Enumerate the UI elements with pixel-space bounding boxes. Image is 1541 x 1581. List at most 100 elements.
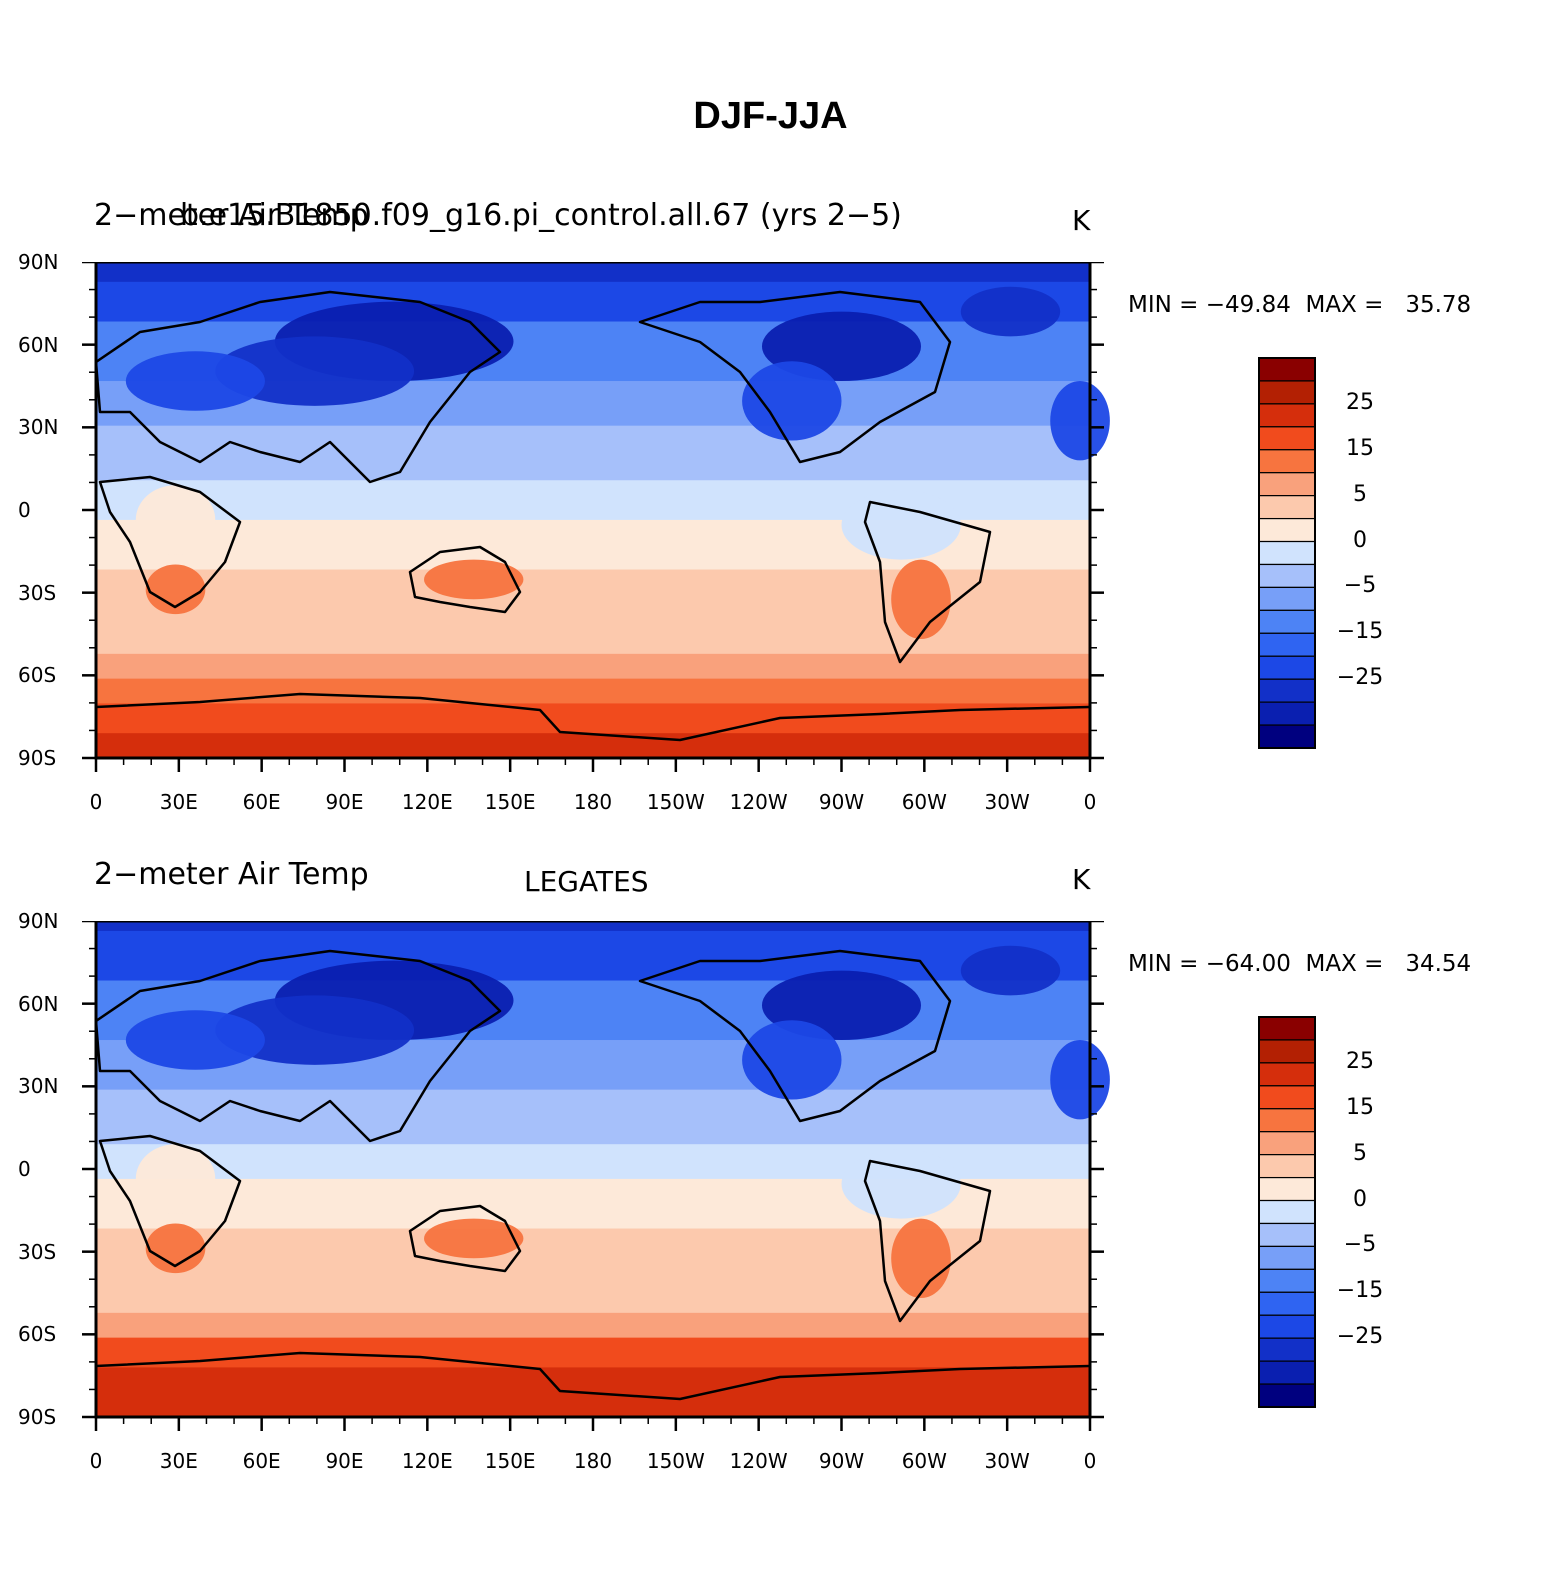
colorbar-swatch — [1258, 609, 1316, 634]
min-max-readout: MIN = −64.00 MAX = 34.54 — [1128, 951, 1472, 977]
land-temperature-region — [135, 485, 216, 555]
map-panel-model: 2−meter Air Temp b.e15.B1850.f09_g16.pi_… — [0, 198, 1541, 922]
colorbar-swatch — [1258, 563, 1316, 589]
lon-tick-label: 0 — [1083, 1449, 1097, 1473]
land-temperature-region — [424, 559, 524, 600]
land-temperature-region — [125, 351, 265, 411]
coastline — [94, 290, 502, 484]
colorbar-swatch — [1258, 1383, 1316, 1408]
colorbar-swatch — [1258, 678, 1316, 703]
colorbar-tick-label: 0 — [1353, 527, 1367, 553]
land-temperature-region — [1050, 1040, 1110, 1120]
map-plot — [82, 262, 1316, 772]
colorbar-swatch — [1258, 540, 1316, 566]
colorbar-frame — [1258, 1016, 1316, 1408]
lon-tick-label: 120W — [729, 1449, 788, 1473]
colorbar-swatch — [1258, 1154, 1316, 1179]
colorbar-swatch — [1258, 701, 1316, 726]
panel-units-label: K — [1072, 204, 1091, 237]
lon-tick-label: 0 — [89, 790, 103, 814]
coastline — [98, 1134, 242, 1268]
panel-variable-label: 2−meter Air Temp — [94, 198, 369, 233]
map-plot — [82, 921, 1316, 1431]
lon-tick-label: 60E — [242, 1449, 281, 1473]
lon-tick-label: 90E — [325, 1449, 364, 1473]
lat-tick-label: 90N — [18, 909, 59, 933]
map-panel-obs: 2−meter Air Temp LEGATES K MIN = −64.00 … — [0, 857, 1541, 1581]
colorbar-swatch — [1258, 517, 1316, 543]
colorbar-swatch — [1258, 1245, 1316, 1270]
min-value: −49.84 — [1205, 292, 1291, 318]
land-temperature-region — [891, 1218, 951, 1298]
lon-tick-label: 30E — [159, 1449, 198, 1473]
colorbar-swatch — [1258, 1268, 1316, 1293]
colorbar-tick-label: −15 — [1336, 619, 1384, 645]
temperature-band — [96, 733, 1090, 759]
temperature-band — [96, 921, 1090, 932]
colorbar-tick-label: −5 — [1343, 573, 1377, 599]
colorbar-swatch — [1258, 1131, 1316, 1156]
coastline — [95, 1351, 1091, 1401]
colorbar-swatch — [1258, 1291, 1316, 1316]
lat-tick-label: 90N — [18, 250, 59, 274]
colorbar-tick-label: −5 — [1343, 1232, 1377, 1258]
colorbar-swatch — [1258, 1016, 1316, 1041]
land-temperature-region — [135, 1144, 216, 1214]
land-temperature-region — [215, 336, 415, 406]
panel-variable-label: 2−meter Air Temp — [94, 857, 369, 892]
land-temperature-region — [960, 286, 1061, 337]
colorbar-tick-label: −25 — [1336, 1324, 1384, 1350]
colorbar-swatch — [1258, 1222, 1316, 1248]
coastline — [98, 475, 242, 609]
colorbar-swatch — [1258, 724, 1316, 749]
land-temperature-region — [960, 945, 1061, 996]
lat-tick-label: 0 — [18, 1157, 31, 1181]
colorbar-swatch — [1258, 1199, 1316, 1225]
lon-tick-label: 60W — [901, 1449, 947, 1473]
coastline — [638, 290, 952, 464]
land-temperature-region — [891, 559, 951, 639]
coastline — [863, 1159, 992, 1323]
land-temperature-region — [742, 361, 842, 441]
lat-tick-label: 60N — [18, 991, 59, 1016]
lat-tick-label: 30S — [18, 1239, 57, 1264]
land-temperature-region — [215, 995, 415, 1065]
land-temperature-region — [125, 1010, 265, 1070]
lon-tick-label: 180 — [573, 790, 613, 814]
colorbar-swatch — [1258, 632, 1316, 657]
lon-tick-label: 120E — [401, 1449, 453, 1473]
lon-tick-label: 150E — [484, 790, 536, 814]
temperature-band — [96, 262, 1090, 283]
colorbar-swatch — [1258, 426, 1316, 451]
min-max-readout: MIN = −49.84 MAX = 35.78 — [1128, 292, 1472, 318]
coastline — [95, 692, 1091, 742]
colorbar-swatch — [1258, 357, 1316, 382]
coastline — [94, 949, 502, 1143]
lon-tick-label: 150W — [646, 1449, 705, 1473]
land-temperature-region — [145, 564, 206, 615]
lon-tick-label: 120E — [401, 790, 453, 814]
land-temperature-region — [841, 490, 961, 560]
colorbar-tick-label: 15 — [1346, 435, 1374, 461]
lon-tick-label: 90W — [818, 1449, 865, 1473]
colorbar-swatch — [1258, 655, 1316, 680]
coastline — [638, 949, 952, 1123]
panel-case-label: b.e15.B1850.f09_g16.pi_control.all.67 (y… — [180, 198, 902, 233]
temperature-band — [96, 281, 1090, 323]
colorbar-swatch — [1258, 1062, 1316, 1087]
temperature-band — [96, 1312, 1090, 1339]
lon-tick-label: 0 — [1083, 790, 1097, 814]
land-temperature-region — [145, 1223, 206, 1274]
colorbar-swatch — [1258, 449, 1316, 474]
lat-tick-label: 30S — [18, 580, 57, 605]
lat-tick-label: 90S — [18, 1405, 57, 1429]
lat-tick-label: 90S — [18, 746, 57, 770]
colorbar-swatch — [1258, 495, 1316, 520]
coastline — [408, 1204, 522, 1273]
colorbar-swatch — [1258, 1314, 1316, 1339]
colorbar-swatch — [1258, 380, 1316, 405]
land-temperature-region — [1050, 381, 1110, 461]
lon-tick-label: 60E — [242, 790, 281, 814]
panel-center-label: LEGATES — [524, 865, 649, 898]
colorbar-swatch — [1258, 586, 1316, 611]
